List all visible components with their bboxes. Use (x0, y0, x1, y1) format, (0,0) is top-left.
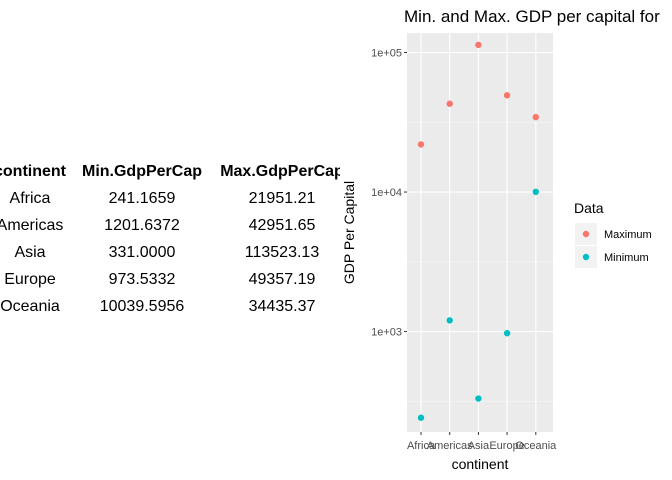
x-tick-label: Oceania (515, 440, 557, 452)
legend-label: Maximum (604, 229, 652, 241)
table-cell: Oceania (0, 298, 60, 315)
data-point-minimum (532, 188, 539, 196)
plot-panel (407, 33, 553, 432)
data-point-maximum (475, 41, 482, 49)
data-point-maximum (417, 141, 425, 148)
table-cell: Europe (4, 271, 56, 288)
table-cell: Asia (14, 244, 46, 261)
table-cell: Americas (0, 217, 64, 234)
legend-title: Data (574, 200, 604, 216)
table-header-cell: Min.GdpPerCap (81, 163, 203, 180)
table-cell: 10039.5956 (99, 298, 185, 315)
summary-table: continent Min.GdpPerCap Max.GdpPerCap Afric… (0, 163, 340, 315)
data-point-minimum (475, 395, 482, 402)
table-cell: 34435.37 (248, 298, 316, 315)
table-cell: 21951.21 (248, 190, 316, 207)
data-point-minimum (446, 317, 453, 324)
y-tick-label: 1e+05 (371, 48, 402, 60)
data-point-maximum (503, 92, 511, 99)
legend-marker (582, 230, 590, 238)
legend-marker (582, 253, 590, 261)
data-point-minimum (503, 329, 511, 337)
table-header-cell: continent (0, 163, 66, 180)
y-axis-label: GDP Per Capital (341, 181, 357, 284)
table-cell: 973.5332 (108, 271, 176, 288)
table-cell: 241.1659 (108, 190, 176, 207)
legend-label: Minimum (604, 252, 649, 264)
table-cell: 42951.65 (248, 217, 316, 234)
x-tick-label: Asia (468, 440, 490, 452)
chart-title: Min. and Max. GDP per capital for (404, 7, 660, 26)
x-tick-label: Americas (427, 440, 473, 452)
x-tick-label: Africa (407, 440, 436, 452)
x-axis-label: continent (452, 456, 509, 472)
y-tick-label: 1e+04 (371, 187, 402, 199)
table-cell: 49357.19 (248, 271, 316, 288)
data-point-maximum (532, 113, 539, 121)
data-point-minimum (417, 414, 425, 421)
table-cell: 331.0000 (108, 244, 176, 261)
table-cell: Africa (9, 190, 51, 207)
x-tick-label: Europe (489, 440, 524, 452)
data-points (417, 41, 539, 421)
table-cell: 1201.6372 (104, 217, 180, 234)
data-point-maximum (446, 100, 453, 107)
table-header-cell: Max.GdpPerCap (220, 163, 340, 180)
legend: Data Maximum Minimum (574, 200, 652, 268)
y-tick-label: 1e+03 (371, 327, 402, 339)
table-cell: 113523.13 (244, 244, 320, 261)
